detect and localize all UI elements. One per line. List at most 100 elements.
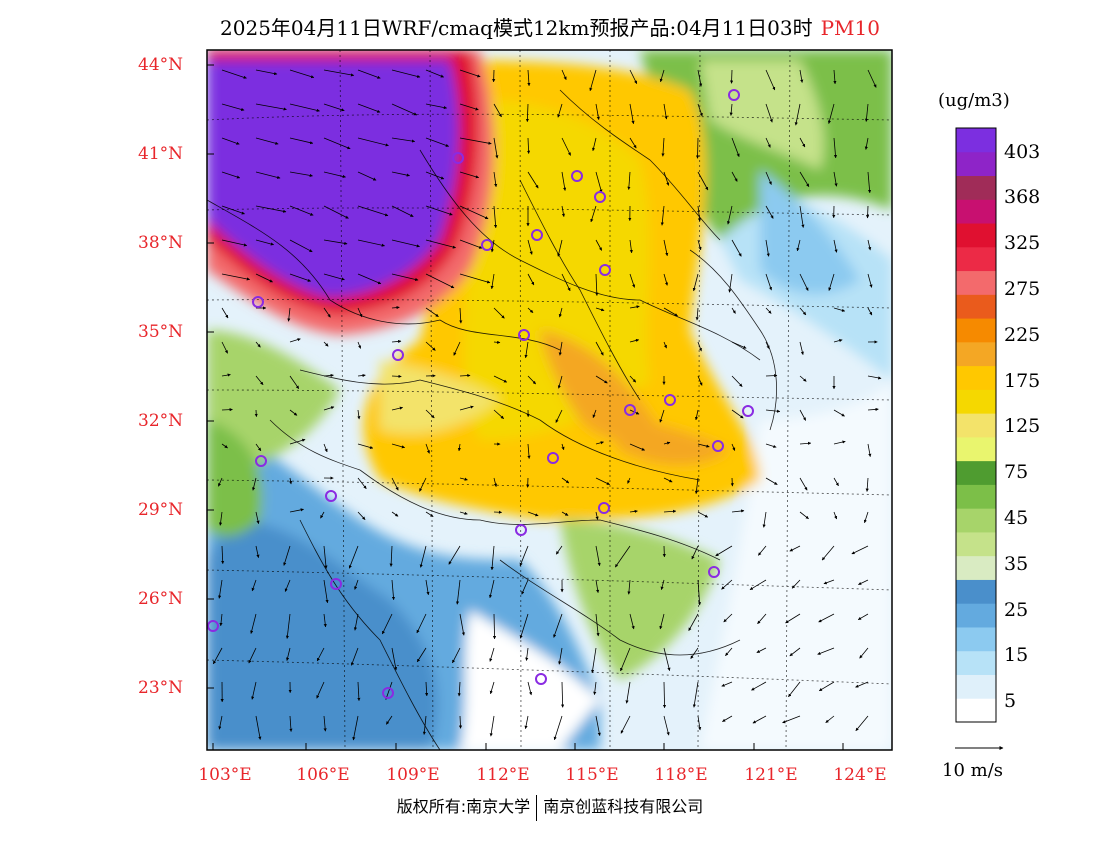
wind-arrow: [858, 579, 869, 585]
wind-arrow: [561, 171, 567, 191]
colorbar-label: 5: [1004, 690, 1017, 712]
wind-arrow: [493, 205, 498, 229]
wind-arrow: [757, 545, 767, 556]
wind-arrow: [595, 375, 608, 384]
wind-arrow: [595, 171, 603, 193]
copyright-text: 版权所有:南京大学: [396, 797, 531, 816]
wind-arrow: [765, 69, 776, 91]
wind-arrow: [289, 171, 313, 177]
wind-arrow: [357, 103, 381, 113]
colorbar-label: 275: [1004, 278, 1041, 300]
wind-arrow: [391, 511, 399, 517]
city-marker: [571, 170, 583, 182]
wind-arrow: [589, 69, 597, 92]
wind-arrow: [289, 273, 312, 282]
wind-arrow: [558, 647, 563, 665]
wind-arrow: [255, 545, 260, 559]
wind-arrow: [833, 69, 837, 85]
wind-arrow: [527, 307, 534, 313]
wind-arrow: [519, 613, 529, 639]
wind-arrow: [357, 273, 382, 285]
wind-arrow: [765, 307, 772, 314]
colorbar-swatch: [956, 199, 996, 224]
wind-arrow: [627, 171, 631, 190]
colorbar-swatch: [956, 389, 996, 414]
wind-arrow: [391, 477, 399, 491]
wind-arrow: [728, 273, 733, 293]
wind-arrow: [697, 579, 702, 606]
wind-arrow: [457, 681, 461, 697]
wind-arrow: [592, 137, 597, 152]
city-marker: [598, 502, 610, 514]
wind-arrow: [765, 137, 771, 148]
wind-arrow: [425, 681, 429, 697]
wind-arrow: [663, 477, 673, 483]
wind-arrow: [663, 647, 671, 672]
wind-arrow: [863, 511, 869, 524]
wind-arrow: [221, 307, 229, 319]
wind-arrow: [527, 69, 531, 87]
wind-arrow: [284, 579, 291, 592]
wind-arrow: [867, 239, 872, 251]
lon-label: 121°E: [744, 765, 798, 785]
wind-arrow: [765, 171, 772, 185]
wind-arrow: [855, 715, 869, 732]
wind-arrow: [691, 545, 699, 560]
wind-arrow: [729, 103, 733, 116]
wind-arrow: [459, 103, 479, 111]
wind-arrow: [391, 443, 406, 449]
wind-arrow: [255, 137, 279, 145]
wind-arrow: [731, 375, 743, 387]
wind-arrow: [357, 681, 361, 702]
wind-arrow: [425, 273, 455, 289]
wind-arrow: [827, 103, 835, 124]
wind-arrow: [459, 477, 468, 481]
wind-arrow: [867, 407, 879, 412]
wind-arrow: [221, 373, 231, 377]
wind-arrow: [323, 373, 334, 378]
wind-arrow: [459, 69, 481, 78]
wind-arrow: [218, 715, 223, 730]
wind-arrow: [663, 441, 671, 445]
wind-arrow: [255, 511, 260, 525]
wind-vectors: [212, 69, 882, 741]
wind-arrow: [663, 171, 670, 186]
wind-arrow: [323, 307, 331, 318]
city-marker: [518, 329, 530, 341]
wind-arrow: [289, 239, 313, 253]
wind-arrow: [525, 647, 529, 661]
title-text: 2025年04月11日WRF/cmaq模式12km预报产品:04月11日03时: [220, 16, 813, 40]
wind-arrow: [818, 681, 835, 692]
wind-arrow: [352, 715, 359, 741]
wind-arrow: [558, 307, 563, 318]
wind-arrow: [757, 613, 767, 625]
wind-arrow: [561, 681, 565, 708]
wind-arrow: [391, 273, 419, 282]
colorbar-swatch: [956, 246, 996, 272]
wind-arrow: [221, 273, 251, 281]
axis-tick-marks: [207, 64, 844, 750]
map-frame: [206, 49, 893, 751]
wind-arrow: [561, 273, 571, 292]
city-marker: [252, 296, 264, 308]
wind-arrow: [663, 273, 669, 286]
wind-arrow: [833, 239, 838, 253]
wind-arrow: [595, 341, 604, 356]
wind-arrow: [323, 69, 355, 77]
wind-arrow: [833, 339, 843, 343]
wind-arrow: [419, 545, 427, 568]
wind-arrow: [692, 273, 699, 292]
city-markers: [207, 89, 754, 699]
wind-arrow: [833, 409, 845, 417]
wind-arrow: [289, 375, 300, 389]
wind-arrow: [391, 647, 398, 671]
wind-arrow: [357, 511, 366, 520]
wind-arrow: [765, 103, 773, 123]
wind-arrow: [218, 511, 223, 526]
wind-arrow: [459, 405, 474, 411]
colorbar-label: 25: [1004, 599, 1029, 621]
colorbar-swatch: [956, 318, 996, 343]
wind-arrow: [660, 205, 665, 226]
lat-label: 32°N: [138, 411, 184, 431]
wind-arrow: [452, 647, 461, 664]
